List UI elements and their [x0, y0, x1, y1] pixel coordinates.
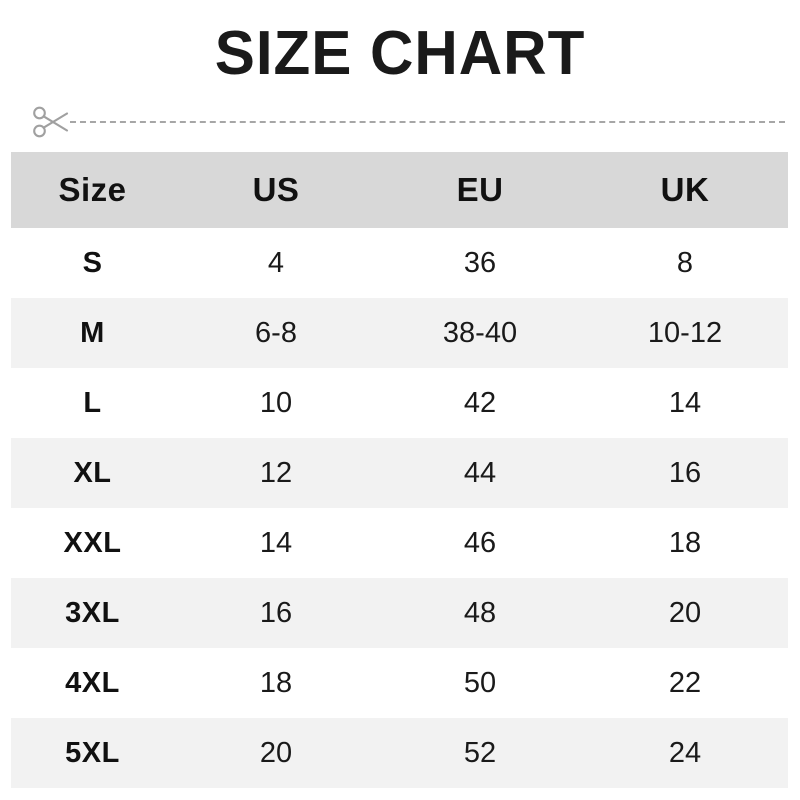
table-row: 4XL 18 50 22 [11, 648, 788, 718]
cell-uk: 8 [676, 246, 694, 279]
cell-eu: 38-40 [442, 316, 518, 349]
cell-uk: 20 [668, 596, 702, 629]
cell-us: 12 [259, 456, 293, 489]
table-row: XL 12 44 16 [11, 438, 788, 508]
cell-us: 4 [267, 246, 285, 279]
cell-eu: 48 [463, 596, 497, 629]
column-header-us: US [252, 171, 300, 208]
table-row: M 6-8 38-40 10-12 [11, 298, 788, 368]
size-chart-table: Size US EU UK S 4 36 8 M 6-8 38-40 10-12… [11, 152, 788, 788]
table-row: 3XL 16 48 20 [11, 578, 788, 648]
cell-uk: 22 [668, 666, 702, 699]
cell-uk: 16 [668, 456, 702, 489]
cell-size: S [82, 246, 103, 279]
cell-eu: 52 [463, 736, 497, 769]
column-header-size: Size [58, 171, 127, 208]
dashed-cut-line [70, 121, 785, 123]
cell-size: L [83, 386, 102, 419]
cell-size: 5XL [65, 736, 120, 769]
table-row: S 4 36 8 [11, 228, 788, 298]
cell-uk: 24 [668, 736, 702, 769]
cell-eu: 44 [463, 456, 497, 489]
cell-uk: 18 [668, 526, 702, 559]
cell-eu: 50 [463, 666, 497, 699]
column-header-eu: EU [456, 171, 504, 208]
scissors-icon [32, 105, 70, 139]
cell-eu: 42 [463, 386, 497, 419]
cell-uk: 14 [668, 386, 702, 419]
page-title-container: SIZE CHART [0, 22, 800, 86]
cell-size: M [80, 316, 105, 349]
cell-us: 18 [259, 666, 293, 699]
table-header: Size US EU UK [11, 152, 788, 228]
cell-eu: 36 [463, 246, 497, 279]
cut-line [20, 104, 785, 140]
table-header-row: Size US EU UK [11, 152, 788, 228]
cell-size: XXL [63, 526, 122, 559]
table-row: 5XL 20 52 24 [11, 718, 788, 788]
cell-size: 3XL [65, 596, 120, 629]
table-row: XXL 14 46 18 [11, 508, 788, 578]
page-title: SIZE CHART [214, 19, 586, 88]
cell-us: 16 [259, 596, 293, 629]
column-header-uk: UK [660, 171, 710, 208]
cell-us: 14 [259, 526, 293, 559]
cell-us: 20 [259, 736, 293, 769]
table-row: L 10 42 14 [11, 368, 788, 438]
cell-uk: 10-12 [647, 316, 723, 349]
cell-eu: 46 [463, 526, 497, 559]
cell-size: XL [73, 456, 112, 489]
cell-us: 10 [259, 386, 293, 419]
cell-size: 4XL [65, 666, 120, 699]
cell-us: 6-8 [255, 316, 297, 349]
table-body: S 4 36 8 M 6-8 38-40 10-12 L 10 42 14 XL… [11, 228, 788, 788]
